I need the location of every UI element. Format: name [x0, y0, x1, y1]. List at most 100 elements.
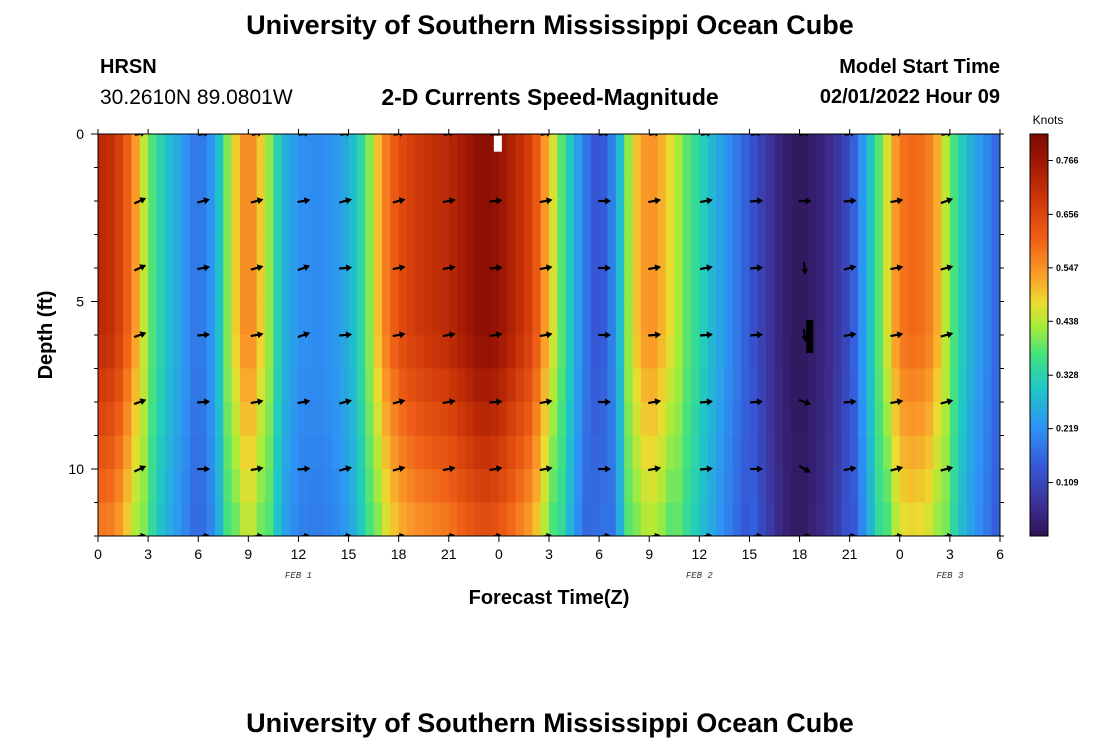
- heatmap-cell: [515, 435, 525, 470]
- heatmap-cell: [432, 435, 442, 470]
- heatmap-cell: [782, 268, 792, 303]
- current-arrow: [339, 331, 353, 339]
- heatmap-cell: [498, 502, 508, 536]
- heatmap-cell: [457, 402, 467, 437]
- heatmap-cell: [682, 268, 692, 303]
- heatmap-cell: [432, 134, 442, 169]
- heatmap-cell: [565, 368, 575, 403]
- x-tick-label: 6: [996, 546, 1004, 562]
- heatmap-cell: [858, 167, 867, 202]
- heatmap-cell: [899, 469, 909, 504]
- heatmap-cell: [649, 301, 659, 336]
- heatmap-cell: [716, 134, 725, 169]
- heatmap-cell: [607, 134, 617, 169]
- heatmap-cell: [356, 368, 366, 403]
- heatmap-cell: [189, 301, 199, 336]
- heatmap-cell: [924, 368, 934, 403]
- current-arrow: [489, 465, 503, 473]
- heatmap-cell: [239, 301, 249, 336]
- heatmap-cell: [164, 435, 174, 470]
- heatmap-cell: [123, 368, 133, 403]
- heatmap-cell: [665, 268, 675, 303]
- heatmap-cell: [849, 335, 859, 370]
- heatmap-cell: [983, 402, 993, 437]
- current-arrow: [648, 264, 662, 272]
- heatmap-cell: [933, 435, 943, 470]
- heatmap-cell: [356, 435, 366, 470]
- arrow-head: [398, 465, 406, 473]
- heatmap-cell: [849, 368, 859, 403]
- heatmap-cell: [991, 201, 1000, 236]
- heatmap-cell: [749, 469, 759, 504]
- arrow-head: [496, 398, 503, 406]
- heatmap-cell: [381, 368, 391, 403]
- heatmap-cell: [766, 502, 776, 536]
- heatmap-cell: [699, 469, 709, 504]
- heatmap-cell: [599, 402, 609, 437]
- heatmap-cell: [273, 435, 283, 470]
- heatmap-cell: [774, 268, 784, 303]
- heatmap-cell: [239, 469, 249, 504]
- arrow-head: [946, 465, 954, 473]
- heatmap-cell: [423, 368, 433, 403]
- heatmap-cell: [908, 435, 918, 470]
- current-arrow: [843, 264, 857, 272]
- heatmap-cell: [498, 368, 508, 403]
- heatmap-cell: [331, 335, 341, 370]
- heatmap-cell: [373, 234, 383, 269]
- heatmap-cell: [632, 469, 642, 504]
- heatmap-cell: [991, 502, 1000, 536]
- arrow-head: [654, 197, 662, 205]
- heatmap-cell: [657, 134, 667, 169]
- heatmap-cell: [665, 301, 675, 336]
- heatmap-cell: [214, 167, 224, 202]
- heatmap-cell: [699, 368, 709, 403]
- heatmap-cell: [206, 502, 216, 536]
- heatmap-cell: [298, 435, 308, 470]
- heatmap-cell: [239, 502, 249, 536]
- heatmap-cell: [423, 201, 433, 236]
- heatmap-cell: [707, 502, 717, 536]
- heatmap-cell: [749, 402, 759, 437]
- heatmap-cell: [816, 301, 826, 336]
- heatmap-cell: [415, 469, 425, 504]
- heatmap-cell: [448, 167, 458, 202]
- heatmap-cell: [816, 402, 826, 437]
- heatmap-cell: [507, 134, 517, 169]
- heatmap-cell: [757, 335, 767, 370]
- arrow-head: [546, 398, 553, 406]
- heatmap-cell: [148, 234, 158, 269]
- heatmap-cell: [774, 234, 784, 269]
- arrow-head: [449, 197, 456, 205]
- heatmap-cell: [256, 134, 266, 169]
- heatmap-cell: [181, 335, 191, 370]
- heatmap-cell: [791, 301, 801, 336]
- x-tick-label: 0: [896, 546, 904, 562]
- heatmap-cell: [557, 368, 567, 403]
- heatmap-cell: [549, 469, 558, 504]
- arrow-head: [304, 465, 311, 473]
- current-arrow: [699, 197, 713, 205]
- heatmap-cell: [248, 301, 258, 336]
- heatmap-cell: [407, 469, 416, 504]
- arrow-head: [756, 264, 764, 272]
- heatmap-cell: [256, 167, 266, 202]
- heatmap-cell: [966, 368, 976, 403]
- heatmap-cell: [323, 435, 333, 470]
- heatmap-cell: [682, 134, 692, 169]
- heatmap-cell: [933, 502, 943, 536]
- arrow-head: [605, 264, 612, 272]
- heatmap-cell: [941, 134, 951, 169]
- arrow-head: [896, 398, 904, 406]
- heatmap-cell: [448, 234, 458, 269]
- arrow-head: [546, 197, 553, 205]
- heatmap-cell: [398, 335, 408, 370]
- heatmap-cell: [749, 502, 759, 536]
- heatmap-cell: [891, 201, 901, 236]
- x-tick-label: 21: [842, 546, 858, 562]
- heatmap-cell: [273, 201, 283, 236]
- heatmap-cell: [690, 368, 700, 403]
- heatmap-cell: [874, 435, 884, 470]
- arrow-head: [139, 331, 147, 338]
- heatmap-cell: [423, 469, 433, 504]
